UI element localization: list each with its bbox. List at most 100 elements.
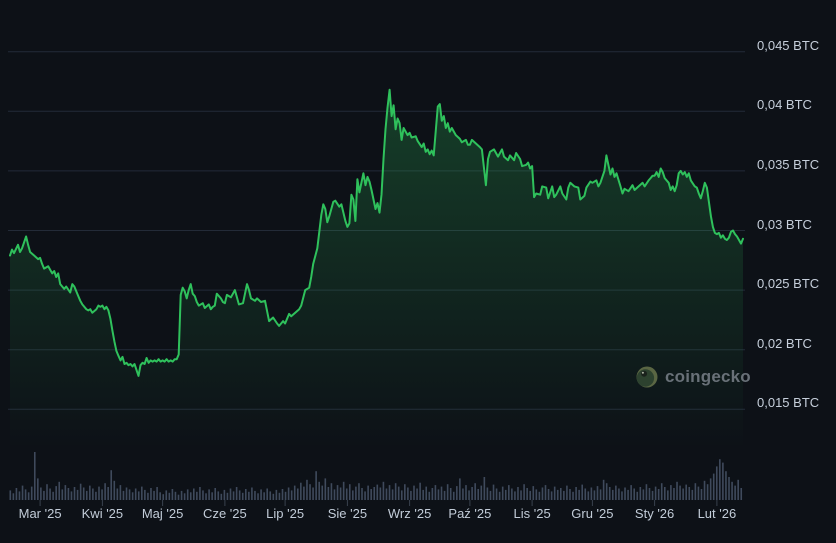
volume-bar bbox=[709, 478, 712, 500]
volume-bar bbox=[324, 478, 327, 500]
volume-bar bbox=[275, 489, 278, 500]
volume-bar bbox=[352, 490, 354, 500]
x-axis-label: Lip '25 bbox=[266, 506, 305, 521]
volume-bar bbox=[303, 486, 305, 500]
volume-bar bbox=[452, 491, 455, 500]
volume-bar bbox=[122, 490, 125, 500]
volume-bar bbox=[37, 478, 39, 500]
volume-bar bbox=[183, 493, 186, 500]
volume-bar bbox=[61, 489, 64, 500]
volume-bar bbox=[254, 490, 256, 500]
volume-bar bbox=[547, 489, 550, 500]
y-axis-label: 0,045 BTC bbox=[757, 37, 820, 53]
volume-bar bbox=[654, 486, 657, 500]
volume-bar bbox=[309, 484, 311, 500]
volume-bar bbox=[722, 462, 724, 500]
volume-bar bbox=[608, 487, 611, 500]
volume-bar bbox=[266, 488, 268, 500]
volume-bar bbox=[269, 491, 272, 500]
volume-bar bbox=[208, 489, 210, 500]
volume-bar bbox=[407, 487, 409, 500]
volume-bar bbox=[685, 484, 687, 500]
volume-bar bbox=[364, 491, 366, 500]
volume-bar bbox=[526, 488, 528, 500]
volume-bar bbox=[489, 490, 492, 500]
volume-bar bbox=[511, 488, 513, 500]
volume-bar bbox=[180, 490, 183, 500]
volume-bar bbox=[651, 490, 654, 500]
volume-bar bbox=[602, 479, 605, 500]
volume-bar bbox=[287, 487, 290, 500]
volume-bar bbox=[281, 489, 284, 500]
volume-bar bbox=[410, 490, 412, 500]
volume-bar bbox=[376, 484, 379, 500]
volume-bar bbox=[306, 479, 308, 500]
volume-bar bbox=[508, 485, 510, 500]
x-axis-label: Paź '25 bbox=[448, 506, 492, 521]
volume-bar bbox=[199, 487, 201, 500]
volume-bar bbox=[504, 489, 507, 500]
volume-bar bbox=[740, 488, 743, 500]
volume-bar bbox=[688, 487, 691, 500]
volume-bar bbox=[428, 491, 431, 500]
volume-bar bbox=[296, 488, 299, 500]
volume-bar bbox=[101, 489, 103, 500]
volume-bar bbox=[290, 490, 293, 500]
volume-bar bbox=[321, 485, 324, 500]
volume-bar bbox=[70, 491, 73, 500]
volume-bar bbox=[263, 492, 265, 500]
volume-bar bbox=[76, 489, 79, 500]
volume-bar bbox=[214, 488, 217, 500]
volume-bar bbox=[134, 488, 137, 500]
volume-bar bbox=[728, 477, 730, 500]
volume-bar bbox=[345, 488, 348, 500]
volume-bar bbox=[141, 486, 143, 500]
x-axis-label: Cze '25 bbox=[203, 506, 247, 521]
volume-bar bbox=[159, 492, 161, 500]
volume-bar bbox=[437, 489, 440, 500]
volume-bar bbox=[339, 487, 342, 500]
volume-bar bbox=[474, 483, 476, 500]
volume-bar bbox=[361, 488, 363, 500]
volume-bar bbox=[73, 487, 76, 500]
volume-bar bbox=[89, 485, 91, 500]
volume-bar bbox=[342, 481, 345, 500]
volume-bar bbox=[618, 488, 620, 500]
volume-bar bbox=[657, 489, 660, 500]
price-line bbox=[9, 88, 744, 377]
volume-bar bbox=[532, 486, 535, 500]
volume-bar bbox=[12, 493, 15, 500]
volume-bar bbox=[92, 488, 94, 500]
x-axis-label: Maj '25 bbox=[141, 506, 184, 521]
volume-bar bbox=[284, 491, 287, 500]
volume-bar bbox=[694, 483, 697, 500]
volume-bar bbox=[312, 487, 314, 500]
volume-bar bbox=[523, 484, 525, 500]
volume-bar bbox=[260, 489, 262, 500]
volume-bar bbox=[667, 490, 669, 500]
volume-bar bbox=[725, 471, 727, 500]
volume-bar bbox=[615, 485, 617, 500]
volume-bar bbox=[648, 488, 651, 500]
volume-bar bbox=[293, 485, 296, 500]
volume-bar bbox=[244, 489, 247, 500]
volume-bar bbox=[128, 489, 131, 500]
volume-bar bbox=[388, 485, 391, 500]
x-axis-label: Gru '25 bbox=[571, 506, 614, 521]
volume-bar bbox=[419, 482, 421, 500]
volume-bar bbox=[697, 486, 700, 500]
volume-bar bbox=[639, 487, 642, 500]
volume-bar bbox=[119, 485, 122, 500]
volume-bar bbox=[367, 485, 369, 500]
volume-bar bbox=[611, 489, 614, 500]
volume-bar bbox=[79, 483, 82, 500]
coingecko-wordmark: coingecko bbox=[665, 367, 751, 386]
x-axis-label: Sty '26 bbox=[634, 506, 675, 521]
volume-bar bbox=[131, 492, 134, 500]
volume-bar bbox=[731, 481, 733, 500]
volume-bar bbox=[232, 491, 235, 500]
volume-bar bbox=[205, 493, 207, 500]
volume-bar bbox=[691, 489, 694, 500]
volume-bar bbox=[248, 491, 250, 500]
